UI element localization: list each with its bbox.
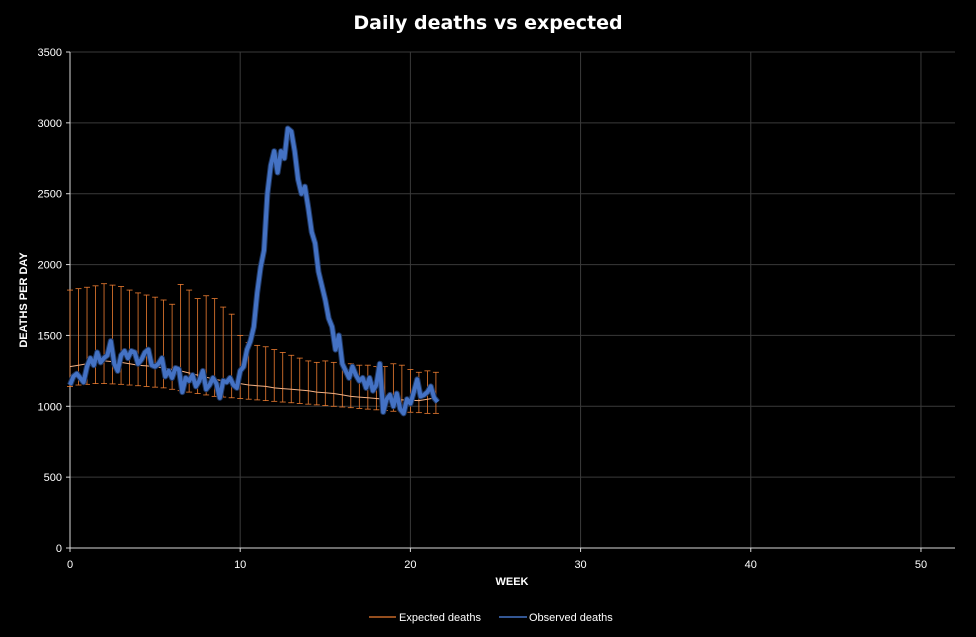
x-tick-label: 10 [234, 559, 246, 571]
axes: 0 500 1000 1500 2000 2500 3000 3500 0 10 20 30 40 50 [38, 47, 955, 571]
y-tick-label: 0 [56, 543, 62, 555]
y-axis-title: DEATHS PER DAY [18, 252, 30, 348]
x-tick-label: 20 [404, 559, 416, 571]
observed-deaths-line [68, 126, 440, 416]
expected-deaths-line [69, 360, 436, 402]
y-tick-label: 1500 [38, 330, 62, 342]
legend-label-observed: Observed deaths [529, 612, 613, 624]
x-tick-label: 30 [574, 559, 586, 571]
series-layer [67, 125, 440, 417]
x-tick-label: 0 [67, 559, 73, 571]
x-tick-label: 40 [745, 559, 757, 571]
y-tick-label: 2000 [38, 260, 62, 272]
legend: Expected deaths Observed deaths [369, 612, 613, 624]
y-tick-label: 2500 [38, 189, 62, 201]
x-tick-label: 50 [915, 559, 927, 571]
grid [70, 51, 955, 548]
legend-label-expected: Expected deaths [399, 612, 481, 624]
y-tick-label: 3500 [38, 47, 62, 59]
observed-deaths-line-shadow [67, 125, 440, 417]
x-axis-title: WEEK [496, 576, 529, 588]
chart-title: Daily deaths vs expected [353, 12, 622, 34]
y-tick-label: 1000 [38, 401, 62, 413]
y-tick-label: 500 [44, 472, 62, 484]
y-tick-label: 3000 [38, 118, 62, 130]
